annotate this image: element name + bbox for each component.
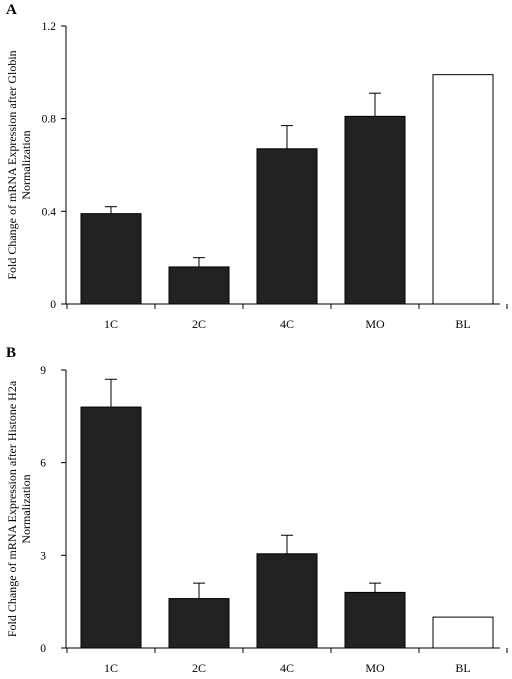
- category-label: BL: [455, 661, 470, 675]
- category-label: 4C: [280, 661, 294, 675]
- bar: [80, 406, 142, 649]
- bar: [344, 115, 406, 305]
- chart-panel-b: B 0 3 6 9 1C 2C 4C MO BL Fold Change of mRNA Expre…: [5, 345, 508, 675]
- y-tick-label: 0: [50, 299, 56, 311]
- bar: [432, 74, 494, 305]
- y-tick-label: 0: [40, 643, 46, 655]
- y-axis-title-line2: Normalization: [19, 474, 33, 543]
- y-tick-label: 3: [40, 550, 46, 562]
- panel-letter: B: [6, 345, 16, 361]
- category-label: BL: [455, 317, 470, 331]
- y-tick-label: 0.4: [42, 206, 57, 218]
- category-label: 1C: [104, 317, 118, 331]
- category-label: 2C: [192, 661, 206, 675]
- bar: [80, 213, 142, 305]
- bar: [256, 553, 318, 649]
- y-tick-label: 0.8: [42, 114, 57, 126]
- bar: [432, 616, 494, 649]
- category-label: 1C: [104, 661, 118, 675]
- category-label: 2C: [192, 317, 206, 331]
- y-tick-label: 9: [40, 365, 46, 377]
- y-axis-title-line1: Fold Change of mRNA Expression after Glo…: [5, 50, 19, 279]
- bar: [168, 598, 230, 649]
- bar: [256, 148, 318, 305]
- y-axis-title-line1: Fold Change of mRNA Expression after His…: [5, 380, 19, 637]
- y-tick-label: 6: [40, 458, 46, 470]
- y-axis-title: Fold Change of mRNA Expression after Glo…: [5, 50, 33, 279]
- y-tick-label: 1.2: [42, 21, 57, 33]
- category-label: MO: [365, 317, 385, 331]
- y-axis-title: Fold Change of mRNA Expression after His…: [5, 380, 33, 637]
- category-label: 4C: [280, 317, 294, 331]
- chart-panel-a: A 0 0.4 0.8 1.2 1C 2C 4C MO BL Fold Change of mRNA…: [5, 2, 508, 331]
- y-axis-title-line2: Normalization: [19, 130, 33, 199]
- bar: [344, 591, 406, 649]
- category-label: MO: [365, 661, 385, 675]
- panel-letter: A: [6, 2, 17, 18]
- bar: [168, 266, 230, 305]
